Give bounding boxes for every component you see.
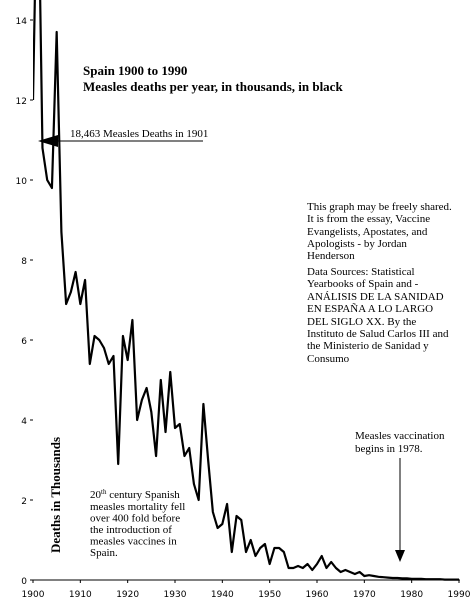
info-note: Consumo [307,353,350,365]
y-tick-label: 6 [21,337,27,347]
chart-subtitle: Measles deaths per year, in thousands, i… [83,79,343,94]
info-note: ANÁLISIS DE LA SANIDAD [307,291,444,303]
summary-note: measles mortality fell [90,501,185,513]
summary-rest: century Spanish [106,489,180,501]
info-note: Henderson [307,250,355,262]
y-tick-label: 0 [21,577,27,587]
y-tick-label: 2 [21,497,27,507]
info-note: DEL SIGLO XX. By the [307,316,416,328]
x-tick-label: 1990 [448,590,471,600]
data-line [33,0,459,581]
info-note: EN ESPAÑA A LO LARGO [307,303,433,315]
y-tick-label: 8 [21,257,27,267]
x-tick-label: 1960 [306,590,329,600]
summary-note: over 400 fold before [90,513,180,525]
info-note: Instituto de Salud Carlos III and [307,328,449,340]
summary-note: Spain. [90,547,118,559]
y-axis-label: Deaths in Thousands [48,437,63,553]
summary-note: measles vaccines in [90,536,177,548]
x-tick-label: 1930 [164,590,187,600]
chart-title: Spain 1900 to 1990 [83,63,187,78]
y-tick-label: 10 [16,177,28,187]
info-note: It is from the essay, Vaccine [307,213,430,225]
vaccination-note: begins in 1978. [355,443,423,455]
summary-sup: th [101,488,107,496]
info-note: Data Sources: Statistical [307,266,415,278]
info-note: Yearbooks of Spain and - [307,278,419,290]
x-tick-label: 1900 [22,590,45,600]
x-tick-label: 1940 [211,590,234,600]
x-tick-label: 1950 [258,590,281,600]
x-tick-label: 1910 [69,590,92,600]
info-note: the Ministerio de Sanidad y [307,340,429,352]
info-note: Apologists - by Jordan [307,238,407,250]
y-tick-label: 14 [16,17,28,27]
peak-arrowhead [38,135,58,147]
y-tick-label: 12 [16,97,27,107]
info-note: Evangelists, Apostates, and [307,226,428,238]
info-note: This graph may be freely shared. [307,201,452,213]
peak-annotation: 18,463 Measles Deaths in 1901 [70,128,208,140]
vaccine-arrowhead [395,550,405,562]
summary-note: the introduction of [90,524,172,536]
x-tick-label: 1920 [116,590,139,600]
vaccination-note: Measles vaccination [355,430,445,442]
x-tick-label: 1970 [353,590,376,600]
y-tick-label: 4 [21,417,27,427]
x-tick-label: 1980 [400,590,423,600]
summary-first-line: 20th century Spanish [90,488,180,501]
summary-num: 20 [90,489,102,501]
